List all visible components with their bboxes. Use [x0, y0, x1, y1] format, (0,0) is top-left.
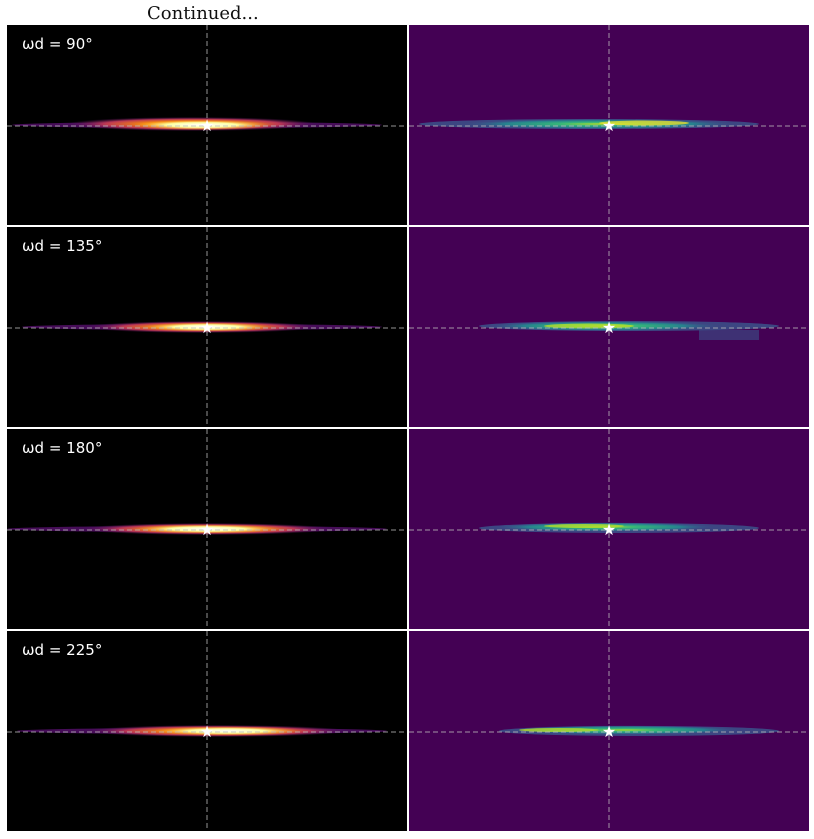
intensity-panel-180: ★ ωd = 180°	[7, 429, 407, 629]
star-marker-icon: ★	[200, 318, 214, 337]
model-image-180: ★	[409, 429, 809, 629]
model-image-135: ★	[409, 227, 809, 427]
intensity-image-135: ★	[7, 227, 407, 427]
star-marker-icon: ★	[602, 520, 616, 539]
model-image-225: ★	[409, 631, 809, 831]
omega-label-225: ωd = 225°	[22, 641, 103, 659]
intensity-panel-225: ★ ωd = 225°	[7, 631, 407, 831]
model-panel-225: ★	[409, 631, 809, 831]
model-image-90: ★	[409, 25, 809, 225]
star-marker-icon: ★	[200, 116, 214, 135]
star-marker-icon: ★	[602, 722, 616, 741]
model-panel-135: ★	[409, 227, 809, 427]
continued-heading: Continued...	[147, 3, 259, 24]
intensity-image-90: ★	[7, 25, 407, 225]
omega-label-90: ωd = 90°	[22, 35, 93, 53]
intensity-image-180: ★	[7, 429, 407, 629]
omega-label-180: ωd = 180°	[22, 439, 103, 457]
model-panel-90: ★	[409, 25, 809, 225]
intensity-panel-135: ★ ωd = 135°	[7, 227, 407, 427]
panel-grid: ★ ωd = 90° ★ ★	[7, 25, 809, 833]
intensity-panel-90: ★ ωd = 90°	[7, 25, 407, 225]
star-marker-icon: ★	[200, 722, 214, 741]
omega-label-135: ωd = 135°	[22, 237, 103, 255]
star-marker-icon: ★	[602, 116, 616, 135]
model-panel-180: ★	[409, 429, 809, 629]
star-marker-icon: ★	[602, 318, 616, 337]
intensity-image-225: ★	[7, 631, 407, 831]
star-marker-icon: ★	[200, 520, 214, 539]
